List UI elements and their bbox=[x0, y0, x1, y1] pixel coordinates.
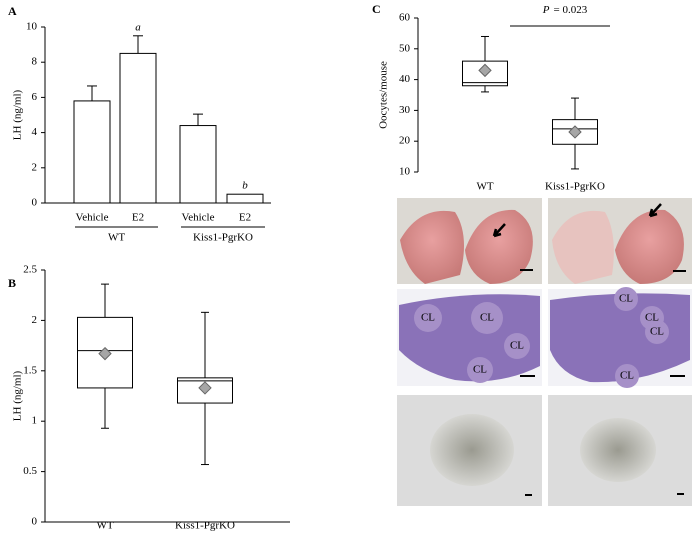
bar bbox=[226, 193, 264, 204]
x-tick-label: Vehicle bbox=[76, 212, 109, 224]
cl-label: CL bbox=[510, 340, 524, 352]
ovary-photos bbox=[397, 198, 692, 284]
box bbox=[552, 119, 598, 145]
panel-label: C bbox=[372, 2, 381, 16]
y-tick-label: 0.5 bbox=[23, 465, 37, 477]
cl-label: CL bbox=[620, 370, 634, 382]
bar-annotation: a bbox=[135, 21, 141, 33]
panel-label: B bbox=[8, 276, 16, 290]
bar bbox=[73, 100, 111, 204]
cl-label: CL bbox=[480, 312, 494, 324]
x-tick-label: Kiss1-PgrKO bbox=[175, 520, 235, 532]
x-tick-label: WT bbox=[476, 181, 493, 193]
significance-annotation: P = 0.023 bbox=[542, 4, 588, 16]
y-tick-label: 1 bbox=[32, 415, 38, 427]
bar bbox=[179, 125, 217, 204]
x-tick-label: WT bbox=[96, 520, 113, 532]
y-tick-label: 2.5 bbox=[23, 264, 37, 276]
annotation-symbol: P bbox=[542, 4, 550, 16]
x-tick-label: Kiss1-PgrKO bbox=[545, 181, 605, 193]
group-label: Kiss1-PgrKO bbox=[193, 232, 253, 244]
y-tick-label: 10 bbox=[26, 21, 38, 33]
y-tick-label: 6 bbox=[32, 91, 38, 103]
y-tick-label: 0 bbox=[32, 516, 38, 528]
y-tick-label: 60 bbox=[399, 12, 411, 24]
y-tick-label: 30 bbox=[399, 104, 411, 116]
y-tick-label: 50 bbox=[399, 42, 411, 54]
y-axis-label: LH (ng/ml) bbox=[12, 89, 24, 140]
bar bbox=[119, 52, 157, 204]
y-tick-label: 40 bbox=[399, 73, 411, 85]
y-tick-label: 2 bbox=[32, 161, 38, 173]
annotation-text: = 0.023 bbox=[554, 4, 588, 16]
cl-label: CL bbox=[619, 293, 633, 305]
group-label: WT bbox=[108, 232, 125, 244]
y-tick-label: 20 bbox=[399, 135, 411, 147]
x-tick-label: E2 bbox=[239, 212, 251, 224]
x-tick-label: Vehicle bbox=[182, 212, 215, 224]
cl-label: CL bbox=[421, 312, 435, 324]
histology-photos bbox=[397, 287, 692, 388]
panel-label: A bbox=[8, 4, 17, 18]
mean-marker bbox=[198, 381, 212, 395]
y-tick-label: 10 bbox=[399, 166, 411, 178]
x-tick-label: E2 bbox=[132, 212, 144, 224]
y-tick-label: 0 bbox=[32, 197, 38, 209]
cl-label: CL bbox=[650, 326, 664, 338]
y-tick-label: 1.5 bbox=[23, 364, 37, 376]
y-tick-label: 2 bbox=[32, 314, 38, 326]
y-axis-label: LH (ng/ml) bbox=[12, 370, 24, 421]
oocyte-photos bbox=[397, 395, 692, 506]
mean-marker bbox=[98, 346, 112, 361]
y-tick-label: 4 bbox=[32, 126, 38, 138]
cl-label: CL bbox=[645, 312, 659, 324]
cl-label: CL bbox=[473, 364, 487, 376]
mean-marker bbox=[568, 125, 582, 139]
bar-annotation: b bbox=[242, 180, 248, 192]
mean-marker bbox=[478, 63, 492, 78]
y-tick-label: 8 bbox=[32, 56, 38, 68]
y-axis-label: Oocytes/mouse bbox=[378, 61, 390, 129]
